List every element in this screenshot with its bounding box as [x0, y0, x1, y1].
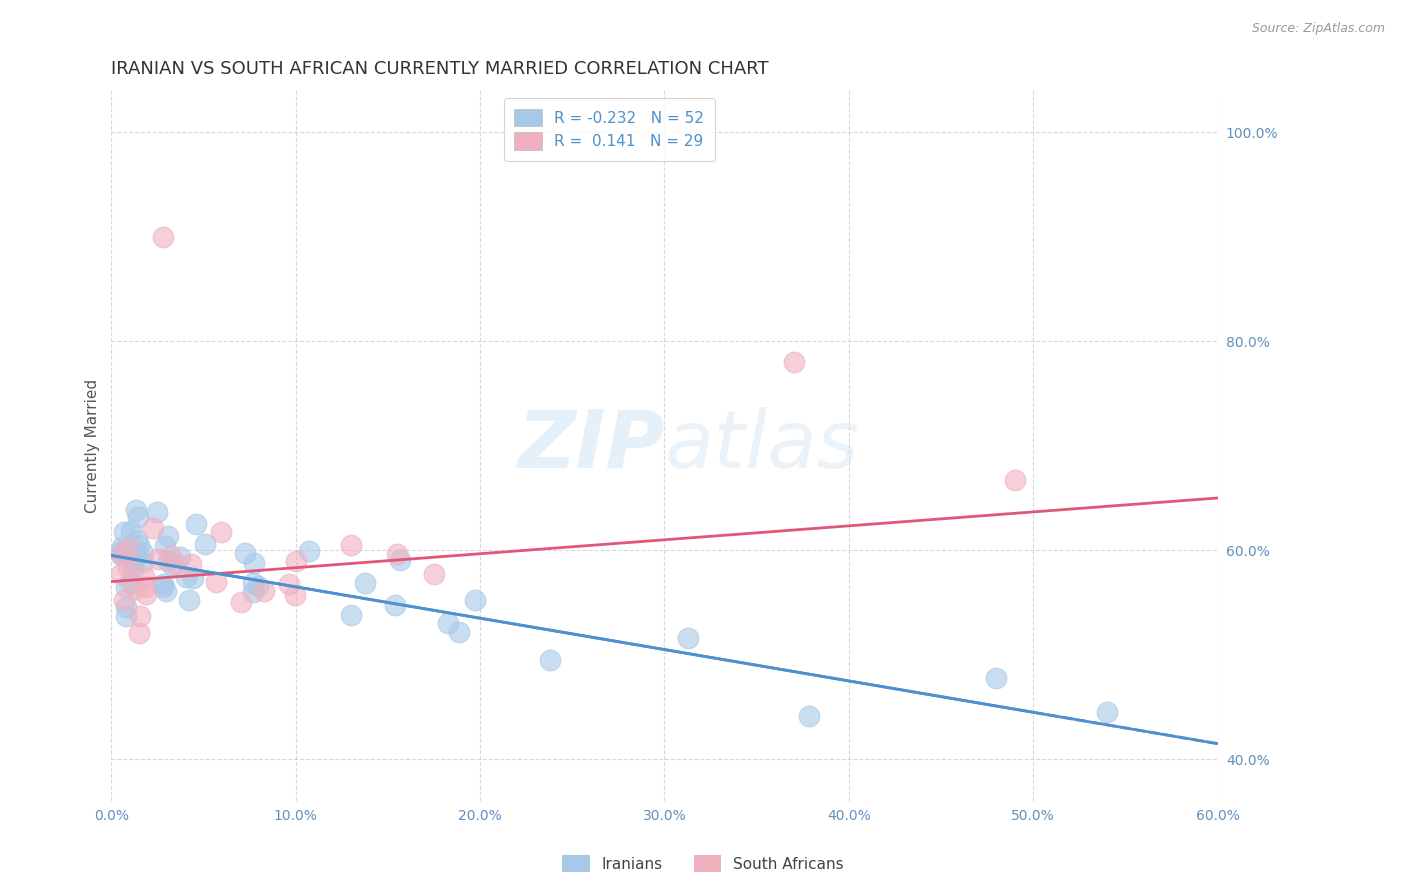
- Point: [110, 548, 132, 562]
- Point: [243, 556, 266, 570]
- Point: [437, 615, 460, 630]
- Point: [340, 538, 363, 552]
- Point: [277, 577, 299, 591]
- Point: [385, 547, 408, 561]
- Legend: Iranians, South Africans: Iranians, South Africans: [554, 847, 852, 880]
- Point: [124, 582, 146, 596]
- Point: [153, 539, 176, 553]
- Point: [181, 571, 204, 585]
- Point: [209, 525, 232, 540]
- Point: [112, 593, 135, 607]
- Point: [423, 567, 446, 582]
- Point: [384, 598, 406, 612]
- Point: [247, 579, 270, 593]
- Point: [180, 557, 202, 571]
- Point: [152, 580, 174, 594]
- Point: [114, 600, 136, 615]
- Point: [134, 569, 156, 583]
- Point: [389, 553, 412, 567]
- Point: [146, 505, 169, 519]
- Legend: R = -0.232   N = 52, R =  0.141   N = 29: R = -0.232 N = 52, R = 0.141 N = 29: [503, 98, 714, 161]
- Point: [1095, 705, 1118, 719]
- Text: Source: ZipAtlas.com: Source: ZipAtlas.com: [1251, 22, 1385, 36]
- Point: [242, 575, 264, 590]
- Point: [127, 510, 149, 524]
- Point: [125, 548, 148, 562]
- Point: [782, 355, 804, 369]
- Point: [128, 537, 150, 551]
- Point: [128, 608, 150, 623]
- Point: [111, 548, 134, 562]
- Point: [447, 624, 470, 639]
- Point: [127, 533, 149, 548]
- Point: [284, 588, 307, 602]
- Point: [165, 557, 187, 571]
- Point: [115, 608, 138, 623]
- Point: [120, 524, 142, 538]
- Point: [538, 653, 561, 667]
- Point: [242, 585, 264, 599]
- Point: [797, 708, 820, 723]
- Point: [160, 558, 183, 573]
- Point: [122, 562, 145, 576]
- Point: [125, 503, 148, 517]
- Point: [676, 631, 699, 645]
- Point: [111, 540, 134, 554]
- Point: [340, 608, 363, 623]
- Point: [253, 584, 276, 599]
- Point: [233, 546, 256, 560]
- Point: [152, 229, 174, 244]
- Point: [134, 580, 156, 594]
- Point: [986, 671, 1008, 685]
- Point: [464, 593, 486, 607]
- Point: [135, 587, 157, 601]
- Point: [112, 524, 135, 539]
- Point: [128, 625, 150, 640]
- Point: [152, 577, 174, 591]
- Point: [115, 580, 138, 594]
- Point: [132, 546, 155, 560]
- Point: [122, 553, 145, 567]
- Point: [353, 576, 375, 591]
- Point: [142, 520, 165, 534]
- Point: [160, 549, 183, 564]
- Y-axis label: Currently Married: Currently Married: [86, 378, 100, 513]
- Text: ZIP: ZIP: [517, 407, 665, 484]
- Text: IRANIAN VS SOUTH AFRICAN CURRENTLY MARRIED CORRELATION CHART: IRANIAN VS SOUTH AFRICAN CURRENTLY MARRI…: [111, 60, 769, 78]
- Text: atlas: atlas: [665, 407, 859, 484]
- Point: [110, 566, 132, 581]
- Point: [229, 594, 252, 608]
- Point: [118, 575, 141, 590]
- Point: [108, 545, 131, 559]
- Point: [117, 560, 139, 574]
- Point: [1004, 474, 1026, 488]
- Point: [117, 541, 139, 555]
- Point: [184, 517, 207, 532]
- Point: [194, 536, 217, 550]
- Point: [157, 528, 180, 542]
- Point: [146, 552, 169, 566]
- Point: [169, 549, 191, 564]
- Point: [176, 570, 198, 584]
- Point: [155, 584, 177, 599]
- Point: [297, 544, 319, 558]
- Point: [132, 555, 155, 569]
- Point: [157, 554, 180, 568]
- Point: [205, 574, 228, 589]
- Point: [284, 554, 307, 568]
- Point: [179, 593, 201, 607]
- Point: [478, 838, 501, 852]
